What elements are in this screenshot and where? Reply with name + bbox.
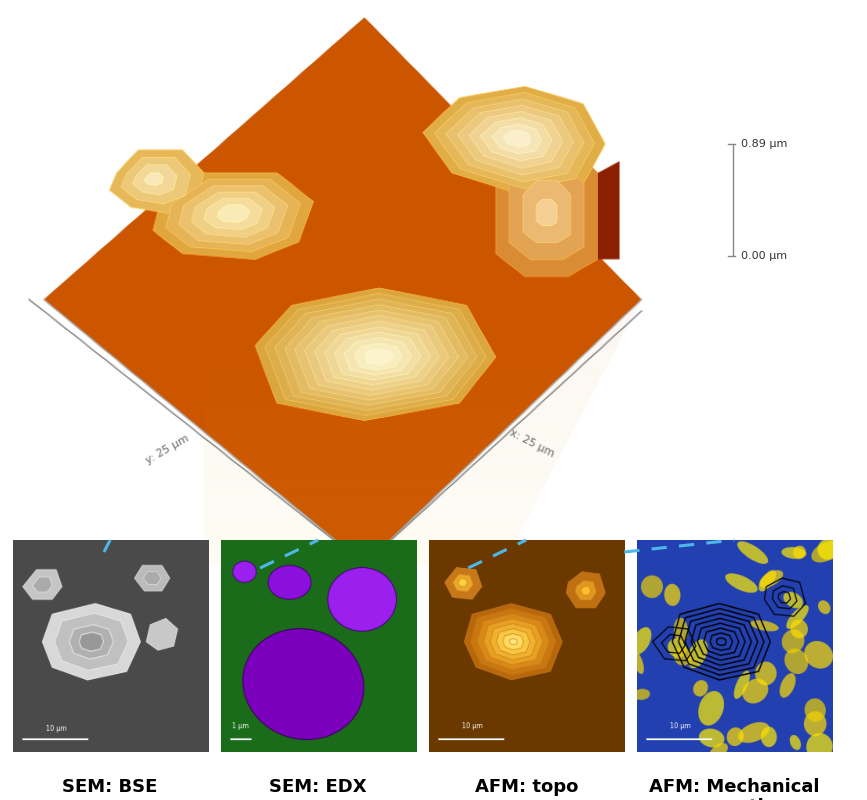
Text: SEM: BSE: SEM: BSE	[62, 778, 158, 795]
Text: AFM: topo: AFM: topo	[474, 778, 578, 795]
Text: AFM: Mechanical
properties: AFM: Mechanical properties	[649, 778, 819, 800]
Text: 0.89 μm: 0.89 μm	[741, 139, 787, 149]
Text: 0.00 μm: 0.00 μm	[741, 251, 787, 261]
Text: SEM: EDX: SEM: EDX	[270, 778, 367, 795]
